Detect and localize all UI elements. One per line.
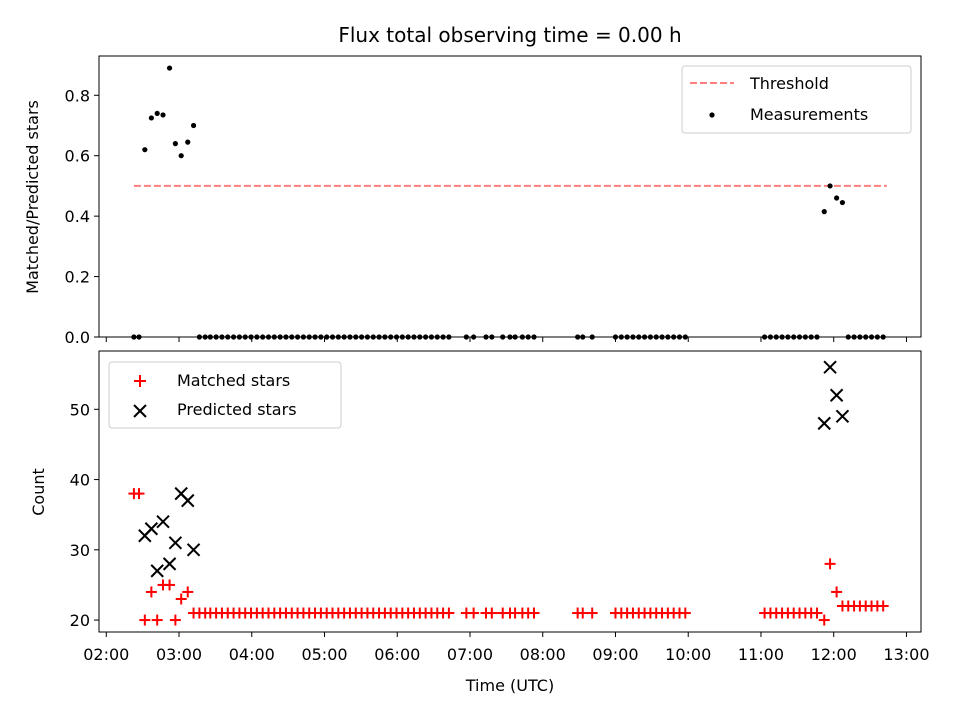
measurement-point: [172, 141, 178, 147]
measurement-point: [160, 112, 166, 118]
chart-title: Flux total observing time = 0.00 h: [338, 23, 681, 47]
matched-stars-point: [182, 586, 194, 598]
measurement-point: [821, 209, 827, 215]
bottom-panel-y-ticks: 20 30 40 50: [70, 400, 99, 630]
matched-stars-point: [175, 593, 187, 605]
predicted-stars-point: [835, 409, 850, 424]
predicted-stars-point: [823, 360, 837, 374]
bottom-y-tick-label: 40: [70, 471, 90, 490]
predicted-stars-point: [829, 388, 844, 402]
x-tick-label: 06:00: [374, 645, 420, 664]
legend-matched-label: Matched stars: [177, 371, 290, 390]
bottom-y-tick-label: 30: [70, 541, 90, 560]
measurement-point: [154, 110, 160, 117]
bottom-y-tick-label: 20: [70, 611, 90, 630]
predicted-stars-point: [817, 416, 831, 431]
matched-stars-point: [824, 558, 836, 570]
x-tick-label: 04:00: [229, 645, 275, 664]
matched-stars-point: [164, 579, 176, 591]
predicted-stars-point: [156, 515, 170, 529]
legend-measurements-label: Measurements: [750, 105, 868, 124]
matched-stars-point: [877, 600, 889, 612]
legend-predicted-label: Predicted stars: [177, 400, 297, 419]
predicted-stars-point: [150, 564, 164, 578]
top-y-tick-label: 0.6: [65, 147, 90, 166]
matched-stars-point: [443, 607, 455, 619]
measurement-point: [827, 183, 833, 189]
measurement-point: [142, 147, 148, 153]
legend-measurements-swatch: [709, 112, 715, 118]
measurement-point: [185, 139, 191, 145]
predicted-stars-point: [144, 522, 159, 536]
matched-stars-point: [679, 607, 691, 619]
measurement-point: [148, 115, 154, 121]
measurement-point: [178, 153, 184, 159]
top-panel-x-ticks: [105, 337, 907, 342]
x-tick-label: 10:00: [665, 645, 711, 664]
measurement-point: [834, 195, 840, 201]
matched-stars-point: [468, 607, 480, 619]
matched-stars-point: [528, 607, 540, 619]
x-tick-label: 13:00: [883, 645, 929, 664]
x-tick-label: 12:00: [811, 645, 857, 664]
top-y-tick-label: 0.4: [65, 207, 90, 226]
matched-stars-point: [831, 586, 843, 598]
x-tick-label: 02:00: [83, 645, 129, 664]
bottom-y-tick-label: 50: [70, 400, 90, 419]
bottom-legend-box: [108, 361, 342, 429]
predicted-stars-point: [162, 557, 177, 571]
legend-threshold-label: Threshold: [749, 74, 829, 93]
predicted-stars-point: [186, 543, 201, 557]
bottom-panel-ylabel: Count: [29, 468, 48, 516]
x-tick-label: 08:00: [520, 645, 566, 664]
matched-stars-point: [133, 488, 145, 500]
x-axis-label: Time (UTC): [465, 676, 554, 695]
predicted-stars-point: [168, 536, 183, 550]
x-tick-label: 11:00: [738, 645, 784, 664]
measurement-point: [190, 122, 197, 129]
top-panel-legend: Threshold Measurements: [681, 65, 912, 134]
matched-stars-point: [145, 586, 157, 598]
matched-stars-point: [577, 607, 589, 619]
bottom-panel-x-ticks: 02:00 03:00 04:00 05:00 06:00 07:00 08:00 09:00…: [83, 632, 930, 664]
top-y-tick-label: 0.8: [65, 86, 90, 105]
x-tick-label: 03:00: [156, 645, 202, 664]
matched-stars-point: [486, 607, 498, 619]
top-panel-y-ticks: 0.0 0.2 0.4 0.6 0.8: [65, 86, 99, 347]
x-tick-label: 07:00: [447, 645, 493, 664]
bottom-panel-frame: [98, 350, 922, 633]
legend-matched-swatch: [134, 375, 146, 387]
legend-predicted-swatch: [133, 404, 147, 418]
matched-stars-point: [818, 614, 830, 626]
top-panel-frame: [98, 55, 922, 338]
bottom-panel-legend: Matched stars Predicted stars: [108, 361, 342, 429]
matched-stars-point: [811, 607, 823, 619]
matched-stars-point: [586, 607, 598, 619]
top-y-tick-label: 0.2: [65, 268, 90, 287]
top-legend-box: [681, 65, 912, 134]
matched-stars-point: [151, 614, 163, 626]
top-panel: 0.00.20.40.60.8 Matched/Predicted stars …: [23, 55, 922, 347]
matched-stars-point: [169, 614, 181, 626]
measurement-point: [839, 199, 846, 206]
measurement-point: [166, 65, 173, 71]
x-tick-label: 09:00: [592, 645, 638, 664]
bottom-panel-marks: [128, 360, 889, 626]
x-tick-label: 05:00: [301, 645, 347, 664]
matched-stars-point: [139, 614, 151, 626]
top-y-tick-label: 0.0: [65, 328, 90, 347]
top-panel-ylabel: Matched/Predicted stars: [23, 100, 42, 294]
predicted-stars-point: [181, 493, 195, 508]
